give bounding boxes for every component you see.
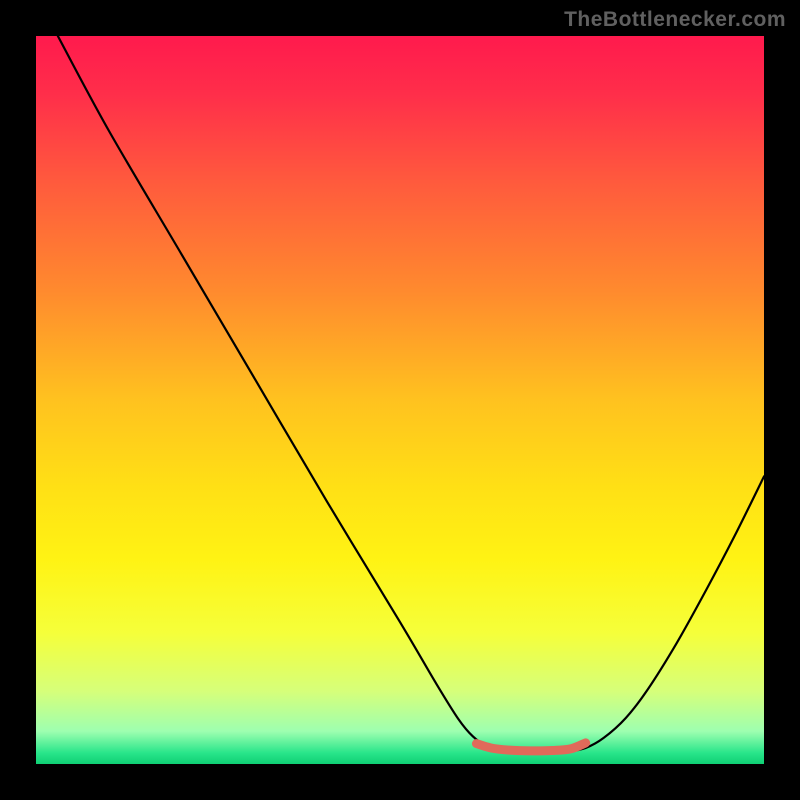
- chart-container: TheBottlenecker.com: [0, 0, 800, 800]
- plot-area: [36, 36, 764, 764]
- watermark-text: TheBottlenecker.com: [564, 8, 786, 32]
- plot-svg: [36, 36, 764, 764]
- bottleneck-curve: [58, 36, 764, 752]
- bottom-highlight-segment: [476, 743, 585, 751]
